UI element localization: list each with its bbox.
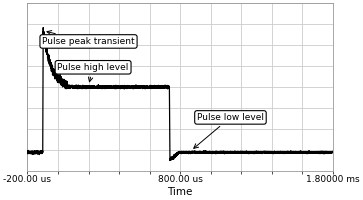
Text: Pulse peak transient: Pulse peak transient (42, 31, 135, 46)
Text: Pulse high level: Pulse high level (57, 63, 129, 82)
Text: Pulse low level: Pulse low level (194, 113, 264, 148)
X-axis label: Time: Time (167, 187, 193, 197)
